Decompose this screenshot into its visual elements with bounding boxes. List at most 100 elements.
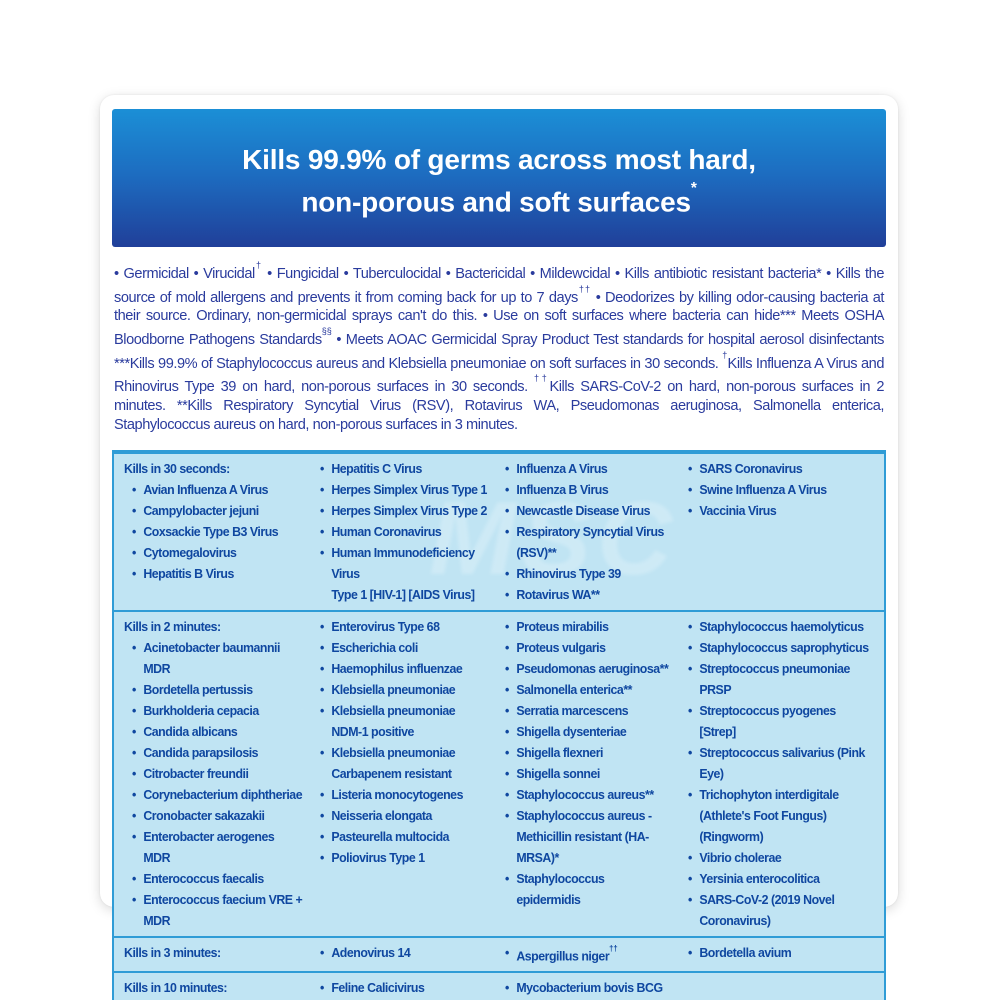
germ-item: Citrobacter freundii [131, 763, 303, 784]
germ-item: Streptococcus pyogenes [Strep] [687, 700, 874, 742]
germ-list: Hepatitis C VirusHerpes Simplex Virus Ty… [312, 458, 497, 605]
kill-times-table: MSC Kills in 30 seconds:Avian Influenza … [112, 449, 886, 1000]
germ-item: Mycobacterium bovis BCG [Quant tuberculo… [504, 977, 671, 1000]
germ-item: Hepatitis C Virus [319, 458, 488, 479]
germ-item: Avian Influenza A Virus [131, 479, 303, 500]
germ-item: Serratia marcescens [504, 700, 671, 721]
table-cell: Feline Calicivirus (Norovirus) [312, 977, 497, 1000]
germ-item: Listeria monocytogenes [319, 784, 488, 805]
germ-item: Feline Calicivirus (Norovirus) [319, 977, 488, 1000]
table-cell: Kills in 2 minutes: Acinetobacter baumann… [124, 616, 312, 931]
germ-item: Streptococcus salivarius (Pink Eye) [687, 742, 874, 784]
germ-list: Aspergillus niger†† [497, 942, 680, 966]
table-cell: Hepatitis C VirusHerpes Simplex Virus Ty… [312, 458, 497, 605]
germ-item: Respiratory Syncytial Virus (RSV)** [504, 521, 671, 563]
germ-item: Pasteurella multocida [319, 826, 488, 847]
germ-item: Yersinia enterocolitica [687, 868, 874, 889]
germ-item: Vaccinia Virus [687, 500, 874, 521]
germ-list: Acinetobacter baumannii MDRBordetella pe… [124, 637, 312, 931]
germ-item: Klebsiella pneumoniae Carbapenem resista… [319, 742, 488, 784]
section-label: Kills in 10 minutes: [124, 980, 228, 995]
germ-item: Burkholderia cepacia [131, 700, 303, 721]
germ-list: Avian Influenza A VirusCampylobacter jej… [124, 479, 312, 584]
table-cell: Influenza A VirusInfluenza B VirusNewcas… [497, 458, 680, 605]
table-cell: Kills in 30 seconds: Avian Influenza A Vi… [124, 458, 312, 605]
table-section: Kills in 10 minutes: Feline Calicivirus (… [114, 971, 884, 1000]
germ-list: Influenza A VirusInfluenza B VirusNewcas… [497, 458, 680, 605]
germ-item: Pseudomonas aeruginosa** [504, 658, 671, 679]
germ-item: Influenza B Virus [504, 479, 671, 500]
germ-item: Rotavirus WA** [504, 584, 671, 605]
germ-item: Staphylococcus haemolyticus [687, 616, 874, 637]
germ-item: Klebsiella pneumoniae [319, 679, 488, 700]
germ-item: Cronobacter sakazakii [131, 805, 303, 826]
germ-list: Proteus mirabilisProteus vulgarisPseudom… [497, 616, 680, 910]
germ-item: Enterococcus faecium VRE + MDR [131, 889, 303, 931]
section-label: Kills in 3 minutes: [124, 944, 221, 960]
germ-item: SARS-CoV-2 (2019 Novel Coronavirus) [687, 889, 874, 931]
table-cell: Kills in 10 minutes: [124, 977, 312, 1000]
table-cell: Adenovirus 14 [312, 942, 497, 966]
germ-list: Enterovirus Type 68Escherichia coliHaemo… [312, 616, 497, 868]
germ-item: Haemophilus influenzae [319, 658, 488, 679]
germ-item: SARS Coronavirus [687, 458, 874, 479]
germ-item: Campylobacter jejuni [131, 500, 303, 521]
germ-item: Enterobacter aerogenes MDR [131, 826, 303, 868]
germ-list: Staphylococcus haemolyticusStaphylococcu… [680, 616, 884, 931]
germ-item: Bordetella avium [687, 942, 874, 963]
banner-title: Kills 99.9% of germs across most hard, n… [242, 144, 756, 218]
germ-item: Klebsiella pneumoniae NDM-1 positive [319, 700, 488, 742]
germ-item: Vibrio cholerae [687, 847, 874, 868]
section-label: Kills in 2 minutes: [124, 618, 221, 634]
germ-list: Feline Calicivirus (Norovirus) [312, 977, 497, 1000]
germ-item: Rhinovirus Type 39 [504, 563, 671, 584]
germ-item: Proteus vulgaris [504, 637, 671, 658]
intro-paragraph: • Germicidal • Virucidal† • Fungicidal •… [114, 259, 884, 433]
germ-item: Proteus mirabilis [504, 616, 671, 637]
germ-item: Shigella sonnei [504, 763, 671, 784]
germ-item: Staphylococcus saprophyticus [687, 637, 874, 658]
germ-item: Candida albicans [131, 721, 303, 742]
germ-item: Salmonella enterica** [504, 679, 671, 700]
germ-item: Candida parapsilosis [131, 742, 303, 763]
germ-item: Adenovirus 14 [319, 942, 488, 963]
germ-item: Human Coronavirus [319, 521, 488, 542]
germ-item: Newcastle Disease Virus [504, 500, 671, 521]
germ-item: Herpes Simplex Virus Type 1 [319, 479, 488, 500]
germ-item: Staphylococcus aureus - Methicillin resi… [504, 805, 671, 868]
table-cell: Enterovirus Type 68Escherichia coliHaemo… [312, 616, 497, 931]
germ-item: Swine Influenza A Virus [687, 479, 874, 500]
germ-item: Staphylococcus epidermidis [504, 868, 671, 910]
germ-item: Cytomegalovirus [131, 542, 303, 563]
germ-item: Hepatitis B Virus [131, 563, 303, 584]
germ-item: Trichophyton interdigitale (Athlete's Fo… [687, 784, 874, 847]
table-cell: Mycobacterium bovis BCG [Quant tuberculo… [497, 977, 680, 1000]
germ-list: Bordetella avium [680, 942, 884, 963]
table-cell: SARS CoronavirusSwine Influenza A VirusV… [680, 458, 884, 605]
germ-list: SARS CoronavirusSwine Influenza A VirusV… [680, 458, 884, 521]
germ-item: Bordetella pertussis [131, 679, 303, 700]
germ-item: Poliovirus Type 1 [319, 847, 488, 868]
germ-item: Escherichia coli [319, 637, 488, 658]
header-banner: Kills 99.9% of germs across most hard, n… [112, 109, 886, 247]
germ-item: Corynebacterium diphtheriae [131, 784, 303, 805]
germ-item: Aspergillus niger†† [504, 942, 671, 966]
germ-list: Adenovirus 14 [312, 942, 497, 963]
germ-item: Acinetobacter baumannii MDR [131, 637, 303, 679]
section-label: Kills in 30 seconds: [124, 460, 230, 476]
table-cell: Aspergillus niger†† [497, 942, 680, 966]
table-cell: Kills in 3 minutes: [124, 942, 312, 966]
label-card: Kills 99.9% of germs across most hard, n… [100, 95, 898, 1000]
table-section: Kills in 3 minutes: Adenovirus 14 Aspergil… [114, 935, 884, 971]
germ-item: Enterovirus Type 68 [319, 616, 488, 637]
germ-item: Influenza A Virus [504, 458, 671, 479]
germ-list: Mycobacterium bovis BCG [Quant tuberculo… [497, 977, 680, 1000]
table-cell: Proteus mirabilisProteus vulgarisPseudom… [497, 616, 680, 931]
germ-item: Shigella dysenteriae [504, 721, 671, 742]
germ-item: Streptococcus pneumoniae PRSP [687, 658, 874, 700]
germ-item: Neisseria elongata [319, 805, 488, 826]
germ-item: Human Immunodeficiency Virus Type 1 [HIV… [319, 542, 488, 605]
germ-item: Coxsackie Type B3 Virus [131, 521, 303, 542]
table-section: Kills in 30 seconds: Avian Influenza A Vi… [114, 451, 884, 610]
germ-item: Staphylococcus aureus** [504, 784, 671, 805]
